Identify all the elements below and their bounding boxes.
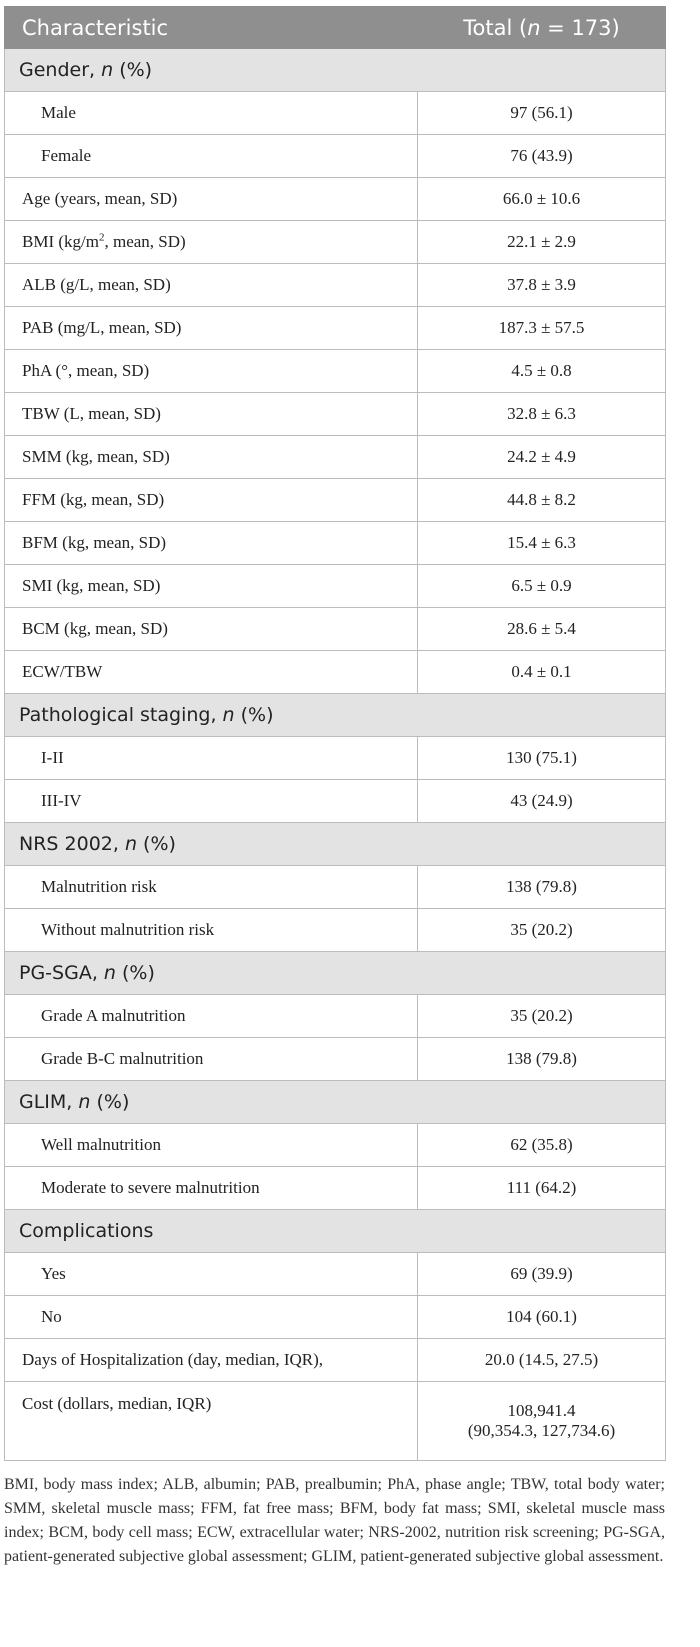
row-value: 35 (20.2): [417, 994, 666, 1038]
row-label: Without malnutrition risk: [4, 908, 418, 952]
row-label: SMM (kg, mean, SD): [4, 435, 418, 479]
row-label: Malnutrition risk: [4, 865, 418, 909]
row-value: 108,941.4 (90,354.3, 127,734.6): [417, 1381, 666, 1461]
table-row: SMI (kg, mean, SD) 6.5 ± 0.9: [4, 564, 666, 608]
row-label: BCM (kg, mean, SD): [4, 607, 418, 651]
table-row: Cost (dollars, median, IQR) 108,941.4 (90…: [4, 1381, 666, 1461]
row-label: PhA (°, mean, SD): [4, 349, 418, 393]
row-label: Cost (dollars, median, IQR): [4, 1381, 418, 1461]
row-value: 24.2 ± 4.9: [417, 435, 666, 479]
table-row: Age (years, mean, SD) 66.0 ± 10.6: [4, 177, 666, 221]
row-value: 76 (43.9): [417, 134, 666, 178]
section-title: Gender, n (%): [4, 48, 666, 92]
row-value: 66.0 ± 10.6: [417, 177, 666, 221]
row-label: BMI (kg/m2, mean, SD): [4, 220, 418, 264]
row-label: Male: [4, 91, 418, 135]
row-label: Moderate to severe malnutrition: [4, 1166, 418, 1210]
table-row: I-II 130 (75.1): [4, 736, 666, 780]
table-header-row: Characteristic Total (n = 173): [4, 6, 666, 49]
table-row: BCM (kg, mean, SD) 28.6 ± 5.4: [4, 607, 666, 651]
table-row: Days of Hospitalization (day, median, IQ…: [4, 1338, 666, 1382]
section-nrs-2002: NRS 2002, n (%): [4, 822, 666, 866]
section-glim: GLIM, n (%): [4, 1080, 666, 1124]
row-value: 62 (35.8): [417, 1123, 666, 1167]
section-title: NRS 2002, n (%): [4, 822, 666, 866]
row-label: III-IV: [4, 779, 418, 823]
row-value: 111 (64.2): [417, 1166, 666, 1210]
row-label: I-II: [4, 736, 418, 780]
section-gender: Gender, n (%): [4, 48, 666, 92]
row-value: 104 (60.1): [417, 1295, 666, 1339]
table-row: Grade A malnutrition 35 (20.2): [4, 994, 666, 1038]
row-value: 44.8 ± 8.2: [417, 478, 666, 522]
row-label: No: [4, 1295, 418, 1339]
table-row: Malnutrition risk 138 (79.8): [4, 865, 666, 909]
table-row: Yes 69 (39.9): [4, 1252, 666, 1296]
row-label: BFM (kg, mean, SD): [4, 521, 418, 565]
table-row: TBW (L, mean, SD) 32.8 ± 6.3: [4, 392, 666, 436]
table-row: SMM (kg, mean, SD) 24.2 ± 4.9: [4, 435, 666, 479]
characteristics-table: Characteristic Total (n = 173) Gender, n…: [4, 6, 666, 1461]
row-label: Grade B-C malnutrition: [4, 1037, 418, 1081]
row-label: Grade A malnutrition: [4, 994, 418, 1038]
table-row: Grade B-C malnutrition 138 (79.8): [4, 1037, 666, 1081]
section-pathological-staging: Pathological staging, n (%): [4, 693, 666, 737]
row-value: 130 (75.1): [417, 736, 666, 780]
section-pg-sga: PG-SGA, n (%): [4, 951, 666, 995]
row-value: 0.4 ± 0.1: [417, 650, 666, 694]
section-title: GLIM, n (%): [4, 1080, 666, 1124]
table-row: III-IV 43 (24.9): [4, 779, 666, 823]
header-characteristic: Characteristic: [4, 6, 418, 49]
table-row: PhA (°, mean, SD) 4.5 ± 0.8: [4, 349, 666, 393]
row-value: 37.8 ± 3.9: [417, 263, 666, 307]
row-value: 32.8 ± 6.3: [417, 392, 666, 436]
table-row: No 104 (60.1): [4, 1295, 666, 1339]
section-title: Complications: [4, 1209, 666, 1253]
row-value: 97 (56.1): [417, 91, 666, 135]
table-row: Well malnutrition 62 (35.8): [4, 1123, 666, 1167]
table-row: Without malnutrition risk 35 (20.2): [4, 908, 666, 952]
section-title: PG-SGA, n (%): [4, 951, 666, 995]
table-footnote: BMI, body mass index; ALB, albumin; PAB,…: [4, 1476, 665, 1565]
row-value: 28.6 ± 5.4: [417, 607, 666, 651]
table-row: BFM (kg, mean, SD) 15.4 ± 6.3: [4, 521, 666, 565]
row-value: 138 (79.8): [417, 865, 666, 909]
row-label: PAB (mg/L, mean, SD): [4, 306, 418, 350]
table-row: Male 97 (56.1): [4, 91, 666, 135]
row-label: ECW/TBW: [4, 650, 418, 694]
header-total: Total (n = 173): [417, 6, 666, 49]
section-complications: Complications: [4, 1209, 666, 1253]
table-row: ALB (g/L, mean, SD) 37.8 ± 3.9: [4, 263, 666, 307]
row-label: SMI (kg, mean, SD): [4, 564, 418, 608]
cost-median: 108,941.4: [507, 1401, 576, 1420]
table-row: ECW/TBW 0.4 ± 0.1: [4, 650, 666, 694]
row-value: 20.0 (14.5, 27.5): [417, 1338, 666, 1382]
section-title: Pathological staging, n (%): [4, 693, 666, 737]
row-value: 6.5 ± 0.9: [417, 564, 666, 608]
row-value: 22.1 ± 2.9: [417, 220, 666, 264]
table-row: Moderate to severe malnutrition 111 (64.…: [4, 1166, 666, 1210]
row-value: 138 (79.8): [417, 1037, 666, 1081]
row-value: 15.4 ± 6.3: [417, 521, 666, 565]
table-row: Female 76 (43.9): [4, 134, 666, 178]
row-value: 4.5 ± 0.8: [417, 349, 666, 393]
table-row: FFM (kg, mean, SD) 44.8 ± 8.2: [4, 478, 666, 522]
row-label: Yes: [4, 1252, 418, 1296]
row-label: Well malnutrition: [4, 1123, 418, 1167]
cost-iqr: (90,354.3, 127,734.6): [467, 1421, 616, 1440]
row-label: Female: [4, 134, 418, 178]
row-label: FFM (kg, mean, SD): [4, 478, 418, 522]
row-value: 69 (39.9): [417, 1252, 666, 1296]
row-label: Age (years, mean, SD): [4, 177, 418, 221]
row-value: 187.3 ± 57.5: [417, 306, 666, 350]
row-label: Days of Hospitalization (day, median, IQ…: [4, 1338, 418, 1382]
row-label: TBW (L, mean, SD): [4, 392, 418, 436]
row-label: ALB (g/L, mean, SD): [4, 263, 418, 307]
characteristics-table-figure: Characteristic Total (n = 173) Gender, n…: [4, 6, 666, 1569]
row-value: 35 (20.2): [417, 908, 666, 952]
table-row: BMI (kg/m2, mean, SD) 22.1 ± 2.9: [4, 220, 666, 264]
table-row: PAB (mg/L, mean, SD) 187.3 ± 57.5: [4, 306, 666, 350]
row-value: 43 (24.9): [417, 779, 666, 823]
